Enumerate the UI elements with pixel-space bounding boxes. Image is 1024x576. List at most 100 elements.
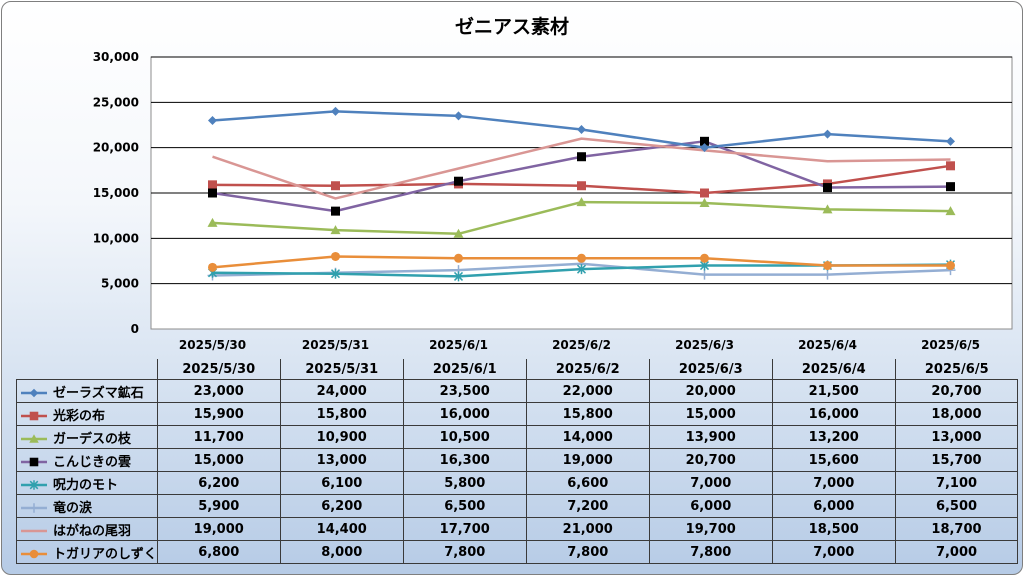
- table-row: ガーデスの枝 11,700 10,900 10,500 14,000 13,900 13,2…: [16, 425, 1019, 449]
- table-cell: 6,200: [156, 471, 281, 495]
- data-point: [454, 111, 463, 121]
- table-cell: 15,800: [279, 402, 404, 426]
- series-line: [207, 197, 956, 238]
- table-cell: 7,200: [525, 494, 650, 518]
- data-point: [946, 261, 955, 271]
- table-cell: 10,900: [279, 425, 404, 449]
- table-cell: 8,000: [279, 540, 404, 564]
- data-point: [453, 228, 464, 238]
- table-cell: 14,400: [279, 517, 404, 541]
- legend-entry: こんじきの雲: [16, 448, 158, 472]
- table-cell: 15,000: [648, 402, 773, 426]
- table-cell: 6,200: [279, 494, 404, 518]
- table-column-header: 2025/6/2: [525, 359, 650, 380]
- data-point: [454, 176, 463, 186]
- data-point: [453, 271, 464, 282]
- data-point: [29, 411, 39, 421]
- table-row: 竜の涙 5,900 6,200 6,500 7,200 6,000 6,000 6,500: [16, 494, 1019, 518]
- table-cell: 21,000: [525, 517, 650, 541]
- legend-entry: はがねの尾羽: [16, 517, 158, 541]
- data-point: [208, 115, 217, 125]
- legend-key: [21, 434, 47, 443]
- table-cell: 18,000: [894, 402, 1019, 426]
- data-point: [208, 188, 217, 198]
- data-point: [454, 253, 463, 263]
- table-row: はがねの尾羽 19,000 14,400 17,700 21,000 19,700 18,5…: [16, 517, 1019, 541]
- legend-key: [21, 388, 47, 398]
- table-cell: 13,200: [771, 425, 896, 449]
- legend-entry: トガリアのしずく: [16, 540, 158, 564]
- table-row: ゼーラズマ鉱石 23,000 24,000 23,500 22,000 20,000 21,…: [16, 379, 1019, 403]
- table-cell: 7,800: [525, 540, 650, 564]
- data-point: [330, 225, 341, 235]
- table-cell: 23,500: [402, 379, 527, 403]
- data-point: [577, 152, 586, 162]
- series-line: [208, 106, 955, 153]
- x-tick-label: 2025/5/30: [179, 338, 246, 352]
- table-column-header: 2025/6/5: [894, 359, 1018, 380]
- y-tick-label: 5,000: [101, 277, 139, 291]
- data-point: [700, 136, 709, 146]
- table-column-header: 2025/6/1: [402, 359, 527, 380]
- series-line: [208, 251, 955, 272]
- data-point: [331, 206, 340, 216]
- data-point: [208, 180, 217, 190]
- series-name: 竜の涙: [53, 500, 93, 516]
- series-name: こんじきの雲: [53, 454, 132, 470]
- data-point: [700, 188, 709, 198]
- data-point: [576, 264, 587, 275]
- data-point: [207, 217, 218, 227]
- table-cell: 5,900: [156, 494, 281, 518]
- chart-title: ゼニアス素材: [454, 16, 569, 38]
- table-cell: 24,000: [279, 379, 404, 403]
- table-cell: 14,000: [525, 425, 650, 449]
- series-name: 光彩の布: [53, 408, 106, 424]
- data-point: [208, 262, 217, 272]
- table-cell: 15,000: [156, 448, 281, 472]
- data-point: [330, 268, 341, 279]
- data-point: [331, 251, 340, 261]
- table-cell: 6,600: [525, 471, 650, 495]
- data-point: [29, 480, 39, 490]
- data-point: [577, 253, 586, 263]
- series-name: トガリアのしずく: [53, 546, 157, 562]
- data-point: [823, 129, 832, 139]
- table-cell: 11,700: [156, 425, 281, 449]
- table-column-header: 2025/5/31: [279, 359, 404, 380]
- data-table-header: 2025/5/30 2025/5/31 2025/6/1 2025/6/2 2025/6…: [17, 359, 1018, 380]
- y-tick-label: 20,000: [93, 141, 139, 155]
- data-point: [331, 181, 340, 191]
- table-cell: 6,000: [771, 494, 896, 518]
- data-table-body: ゼーラズマ鉱石 23,000 24,000 23,500 22,000 20,000 21,…: [16, 379, 1019, 564]
- data-point: [946, 161, 955, 171]
- table-cell: 20,000: [648, 379, 773, 403]
- data-point: [699, 269, 710, 280]
- data-point: [946, 136, 955, 146]
- legend-key: [21, 480, 47, 490]
- data-point: [576, 197, 587, 207]
- y-tick-label: 10,000: [93, 231, 139, 245]
- data-point: [822, 204, 833, 214]
- table-cell: 21,500: [771, 379, 896, 403]
- table-column-header: 2025/6/4: [771, 359, 896, 380]
- table-cell: 7,000: [894, 540, 1019, 564]
- table-cell: 18,500: [771, 517, 896, 541]
- table-row: 呪力のモト 6,200 6,100 5,800 6,600 7,000 7,000 7,100: [16, 471, 1019, 495]
- series-name: はがねの尾羽: [53, 523, 132, 539]
- y-tick-label: 30,000: [93, 50, 139, 64]
- data-point: [577, 125, 586, 135]
- x-tick-label: 2025/6/5: [921, 338, 980, 352]
- table-cell: 15,600: [771, 448, 896, 472]
- table-cell: 19,700: [648, 517, 773, 541]
- series-line: [208, 136, 955, 216]
- data-point: [29, 434, 39, 443]
- table-cell: 19,000: [525, 448, 650, 472]
- table-cell: 7,000: [648, 471, 773, 495]
- y-tick-label: 15,000: [93, 186, 139, 200]
- table-cell: 17,700: [402, 517, 527, 541]
- table-cell: 19,000: [156, 517, 281, 541]
- legend-key: [21, 503, 47, 513]
- table-row: トガリアのしずく 6,800 8,000 7,800 7,800 7,800 7,000 7,…: [16, 540, 1019, 564]
- series-name: 呪力のモト: [53, 477, 119, 493]
